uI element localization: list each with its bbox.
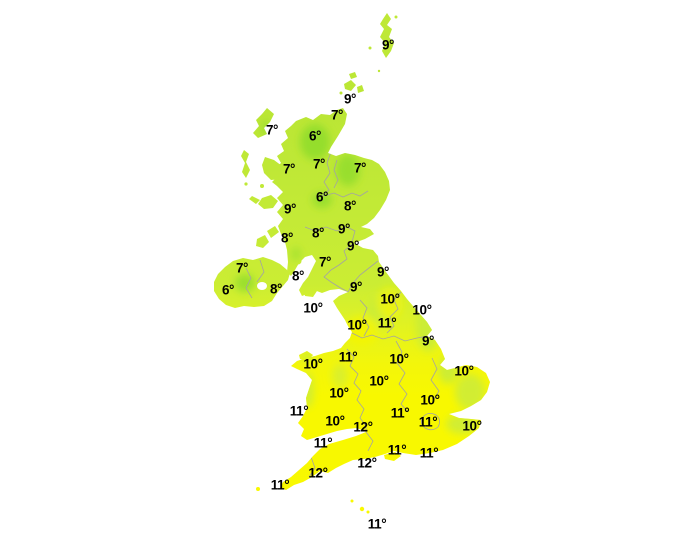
uist-chain-shape — [241, 150, 250, 178]
lough-neagh-lake — [257, 282, 267, 290]
hoy-islet — [339, 91, 343, 95]
channel-island-islet — [366, 510, 370, 514]
shetland-islands-shape — [380, 13, 394, 58]
region-boundaries — [245, 151, 440, 478]
scilly-isles-islet — [256, 487, 260, 491]
rum-islet — [260, 184, 264, 188]
skye-shape — [262, 157, 282, 180]
barra-islet — [244, 182, 248, 186]
fair-isle-islet — [377, 69, 381, 73]
orkney-islands-shape — [344, 72, 364, 93]
channel-island-islet — [359, 506, 365, 512]
land-base — [214, 13, 490, 514]
channel-island-islet — [350, 499, 354, 503]
unst-islet — [394, 15, 398, 19]
mull-shape — [258, 195, 278, 209]
foula-islet — [368, 46, 372, 50]
